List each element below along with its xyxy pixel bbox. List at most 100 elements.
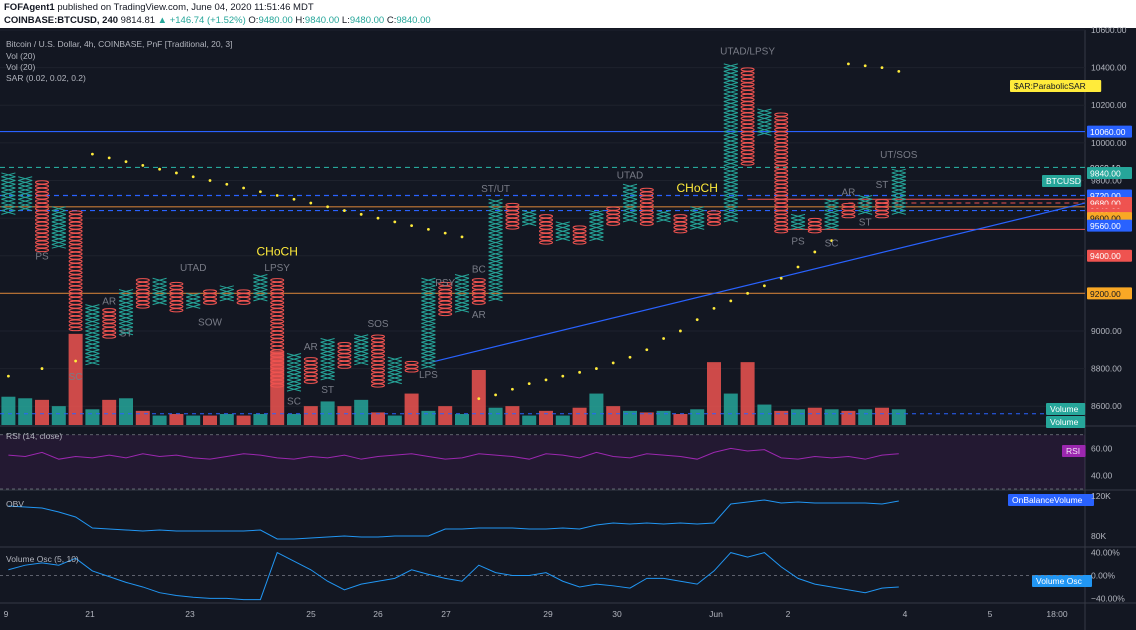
obv-study-label[interactable]: OBV bbox=[6, 499, 24, 509]
pnf-o-box bbox=[606, 214, 621, 219]
pnf-x-box bbox=[723, 108, 738, 114]
pnf-x-box bbox=[488, 289, 503, 294]
pnf-o-box bbox=[774, 199, 789, 204]
pnf-x-box bbox=[488, 228, 503, 234]
volume-bar bbox=[891, 409, 906, 425]
rsi-study-label[interactable]: RSI (14, close) bbox=[6, 431, 63, 441]
pnf-x-box bbox=[118, 300, 134, 306]
volume-bar bbox=[102, 399, 117, 425]
pnf-x-box bbox=[152, 285, 167, 291]
pnf-x-box bbox=[51, 217, 66, 223]
volume-osc-study-label[interactable]: Volume Osc (5, 10) bbox=[6, 554, 79, 564]
pnf-o-box bbox=[505, 210, 520, 215]
pnf-x-box bbox=[522, 217, 537, 223]
pnf-o-box bbox=[270, 357, 285, 362]
volume-bar bbox=[623, 410, 637, 425]
pnf-x-box bbox=[421, 341, 436, 347]
pnf-o-box bbox=[135, 304, 150, 309]
price-tick-label: 10600.00 bbox=[1091, 25, 1127, 35]
pnf-x-box bbox=[387, 356, 402, 362]
pnf-o-box bbox=[68, 304, 83, 309]
sar-dot bbox=[763, 284, 766, 288]
pnf-x-box bbox=[589, 210, 604, 215]
sar-dot bbox=[208, 179, 212, 182]
pnf-x-box bbox=[421, 330, 436, 336]
pnf-x-box bbox=[85, 341, 100, 347]
pnf-x-box bbox=[723, 131, 738, 136]
time-tick-label: 5 bbox=[988, 609, 993, 619]
price-label-text: 10060.00 bbox=[1090, 127, 1126, 137]
pnf-column bbox=[824, 198, 839, 230]
pnf-x-box bbox=[488, 225, 503, 230]
pnf-o-box bbox=[505, 225, 520, 230]
pnf-o-box bbox=[639, 195, 654, 200]
legend-tag: $AR:ParabolicSAR bbox=[1010, 80, 1102, 92]
pnf-x-box bbox=[18, 206, 33, 212]
pnf-x-box bbox=[757, 119, 772, 125]
pnf-o-box bbox=[841, 206, 856, 211]
sar-dot bbox=[847, 62, 850, 66]
pnf-x-box bbox=[589, 232, 604, 238]
pnf-o-box bbox=[572, 240, 587, 245]
pnf-o-box bbox=[35, 184, 49, 189]
pnf-o-box bbox=[270, 383, 285, 388]
pnf-x-box bbox=[488, 202, 503, 208]
pnf-o-box bbox=[740, 161, 755, 166]
pnf-o-box bbox=[740, 146, 755, 151]
time-tick-label: 9 bbox=[4, 609, 9, 619]
time-tick-label: 18:00 bbox=[1046, 609, 1068, 619]
pnf-x-box bbox=[589, 225, 604, 230]
pnf-o-box bbox=[774, 202, 789, 208]
price-tick-label: 10200.00 bbox=[1091, 100, 1127, 110]
pnf-o-box bbox=[572, 229, 587, 234]
volume-bar bbox=[505, 406, 520, 425]
pnf-x-box bbox=[488, 255, 503, 260]
pnf-o-box bbox=[774, 176, 789, 181]
sar-study-label[interactable]: SAR (0.02, 0.02, 0.2) bbox=[6, 73, 86, 83]
volume-bar bbox=[337, 406, 352, 425]
pnf-o-box bbox=[68, 251, 83, 256]
pnf-o-box bbox=[135, 296, 150, 302]
volume-bar bbox=[522, 415, 537, 425]
pnf-o-box bbox=[875, 206, 889, 211]
low-value: 9480.00 bbox=[349, 15, 385, 26]
pnf-x-box bbox=[555, 236, 570, 242]
pnf-x-box bbox=[421, 300, 436, 306]
pnf-x-box bbox=[723, 78, 738, 84]
pnf-x-box bbox=[1, 183, 16, 189]
legend-tag-text: Volume bbox=[1050, 404, 1079, 414]
pnf-x-box bbox=[387, 368, 402, 373]
pnf-o-box bbox=[740, 101, 755, 106]
pnf-o-box bbox=[68, 217, 83, 223]
price-label-text: 9680.00 bbox=[1090, 199, 1121, 209]
volume-study-label[interactable]: Vol (20) bbox=[6, 51, 36, 61]
sar-dot bbox=[830, 239, 833, 243]
volume-study-label-2[interactable]: Vol (20) bbox=[6, 62, 36, 72]
sar-dot bbox=[561, 374, 565, 378]
pnf-o-box bbox=[169, 285, 184, 290]
pnf-o-box bbox=[572, 232, 587, 238]
pnf-x-box bbox=[85, 353, 100, 358]
pnf-o-box bbox=[169, 293, 184, 298]
pnf-x-box bbox=[790, 225, 806, 230]
pnf-o-box bbox=[337, 360, 352, 366]
volume-bar bbox=[135, 410, 150, 425]
pnf-x-box bbox=[18, 195, 33, 200]
author-name[interactable]: FOFAgent1 bbox=[4, 2, 55, 13]
pnf-o-box bbox=[875, 199, 889, 204]
pnf-x-box bbox=[85, 307, 100, 313]
pnf-x-box bbox=[18, 176, 33, 181]
pnf-o-box bbox=[68, 311, 83, 317]
pnf-column bbox=[555, 221, 570, 242]
pnf-x-box bbox=[757, 127, 772, 133]
pnf-o-box bbox=[68, 232, 83, 238]
pnf-x-box bbox=[1, 198, 16, 204]
price-axis-ticks: 10600.0010400.0010200.0010000.009800.009… bbox=[0, 25, 1127, 411]
pnf-x-box bbox=[186, 296, 201, 302]
pnf-x-box bbox=[85, 322, 100, 328]
chart-annotation: PSY bbox=[435, 278, 455, 289]
volume-bar bbox=[1, 396, 16, 425]
pnf-column bbox=[85, 304, 100, 366]
pnf-x-box bbox=[320, 375, 335, 381]
